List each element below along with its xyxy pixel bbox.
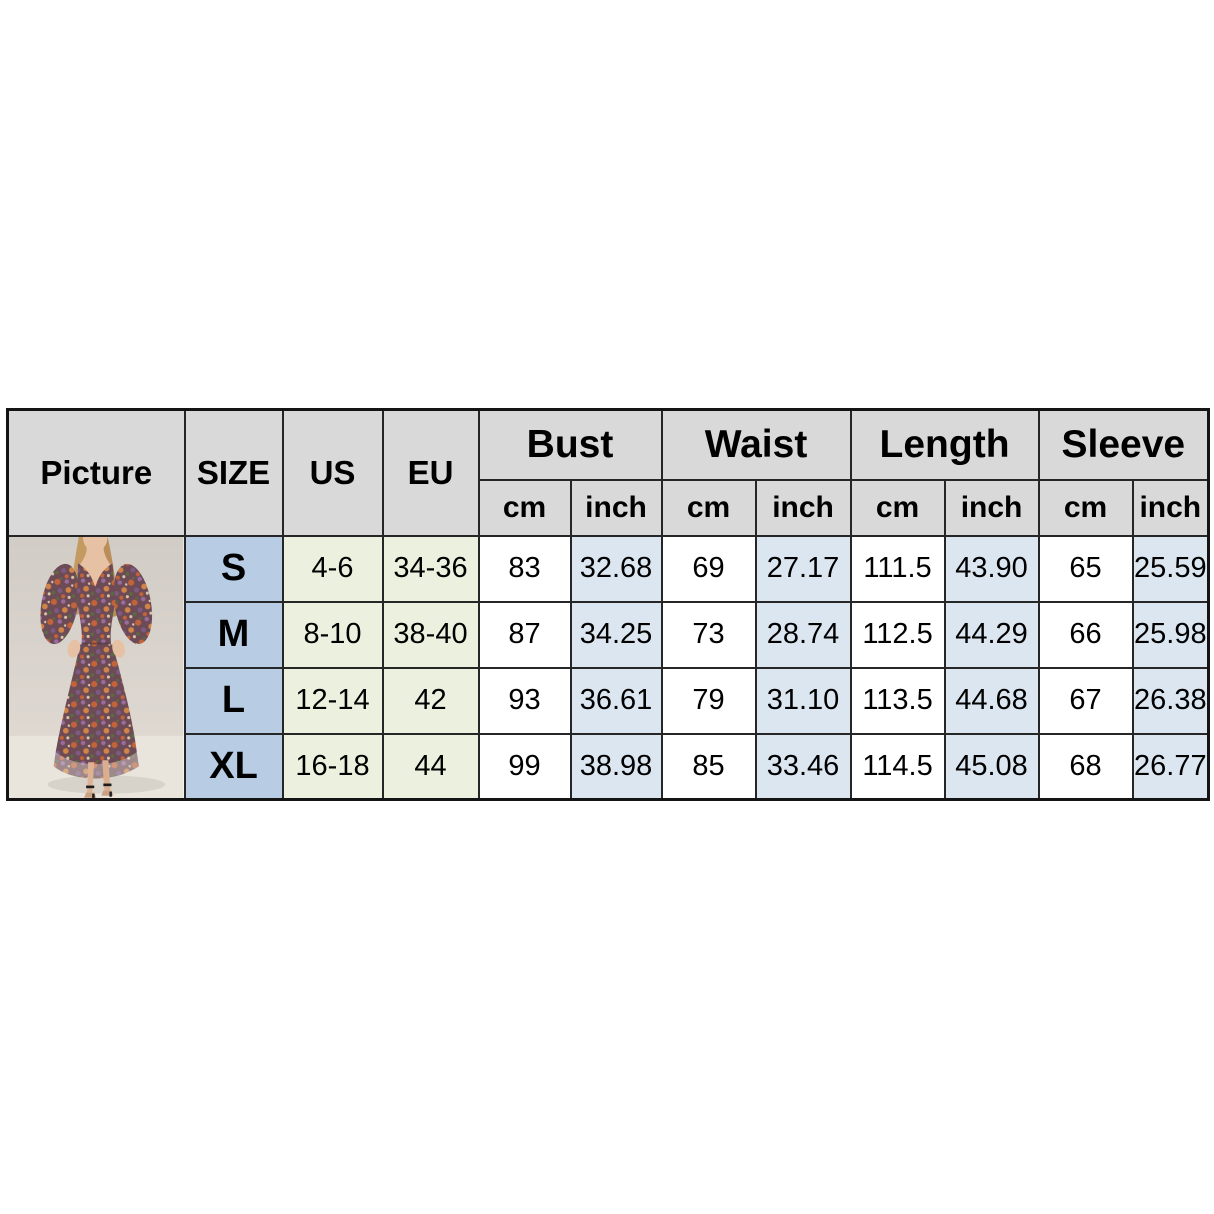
table-row-m: M 8-10 38-40 87 34.25 73 28.74 112.5 44.…	[8, 600, 1210, 669]
cell-size: M	[183, 600, 284, 669]
unit-header-sleeve-inch: inch	[1131, 478, 1210, 537]
cell-length-inch: 44.68	[943, 666, 1040, 735]
cell-us: 16-18	[281, 732, 384, 801]
table-body: S 4-6 34-36 83 32.68 69 27.17 111.5 43.9…	[6, 534, 1210, 801]
header-row-main: Picture SIZE US EU Bust Waist Length Sle…	[6, 408, 1210, 537]
cell-waist-cm: 79	[660, 666, 757, 735]
cell-eu: 42	[381, 666, 480, 735]
cell-bust-inch: 32.68	[569, 534, 663, 603]
unit-header-waist-inch: inch	[754, 478, 852, 537]
cell-bust-cm: 93	[477, 666, 572, 735]
cell-size: XL	[183, 732, 284, 801]
cell-sleeve-cm: 66	[1037, 600, 1134, 669]
cell-waist-inch: 33.46	[754, 732, 852, 801]
cell-sleeve-inch: 26.77	[1131, 732, 1210, 801]
cell-length-inch: 45.08	[943, 732, 1040, 801]
cell-sleeve-cm: 65	[1037, 534, 1134, 603]
cell-length-cm: 113.5	[849, 666, 946, 735]
column-group-waist: Waist	[660, 408, 852, 481]
cell-size: L	[183, 666, 284, 735]
model-legs	[84, 759, 114, 798]
table-row-s: S 4-6 34-36 83 32.68 69 27.17 111.5 43.9…	[6, 534, 1210, 801]
cell-waist-inch: 31.10	[754, 666, 852, 735]
cell-waist-cm: 69	[660, 534, 757, 603]
unit-header-bust-cm: cm	[477, 478, 572, 537]
header-row-units: cm inch cm inch cm inch cm inch	[8, 478, 1210, 537]
column-group-bust: Bust	[477, 408, 663, 481]
column-group-length: Length	[849, 408, 1040, 481]
cell-eu: 38-40	[381, 600, 480, 669]
cell-bust-cm: 99	[477, 732, 572, 801]
cell-bust-inch: 38.98	[569, 732, 663, 801]
cell-sleeve-inch: 25.98	[1131, 600, 1210, 669]
unit-header-length-inch: inch	[943, 478, 1040, 537]
product-photo-illustration	[9, 537, 183, 798]
cell-waist-cm: 73	[660, 600, 757, 669]
model-figure	[40, 537, 153, 798]
column-header-size: SIZE	[183, 408, 284, 537]
size-chart-table: Picture SIZE US EU Bust Waist Length Sle…	[6, 408, 1211, 802]
cell-waist-cm: 85	[660, 732, 757, 801]
unit-header-sleeve-cm: cm	[1037, 478, 1134, 537]
cell-sleeve-cm: 68	[1037, 732, 1134, 801]
unit-header-length-cm: cm	[849, 478, 946, 537]
cell-length-inch: 44.29	[943, 600, 1040, 669]
cell-length-cm: 112.5	[849, 600, 946, 669]
cell-eu: 34-36	[381, 534, 480, 603]
cell-waist-inch: 27.17	[754, 534, 852, 603]
cell-us: 12-14	[281, 666, 384, 735]
cell-bust-inch: 36.61	[569, 666, 663, 735]
table-row-l: L 12-14 42 93 36.61 79 31.10 113.5 44.68…	[8, 666, 1210, 735]
column-group-sleeve: Sleeve	[1037, 408, 1210, 481]
cell-length-cm: 111.5	[849, 534, 946, 603]
unit-header-waist-cm: cm	[660, 478, 757, 537]
cell-length-inch: 43.90	[943, 534, 1040, 603]
model-dress	[40, 562, 153, 778]
unit-header-bust-inch: inch	[569, 478, 663, 537]
cell-sleeve-cm: 67	[1037, 666, 1134, 735]
table-header: Picture SIZE US EU Bust Waist Length Sle…	[6, 408, 1210, 537]
column-header-picture: Picture	[6, 408, 186, 537]
cell-length-cm: 114.5	[849, 732, 946, 801]
column-header-eu: EU	[381, 408, 480, 537]
cell-bust-inch: 34.25	[569, 600, 663, 669]
cell-us: 8-10	[281, 600, 384, 669]
cell-size: S	[183, 534, 284, 603]
table-row-xl: XL 16-18 44 99 38.98 85 33.46 114.5 45.0…	[8, 732, 1210, 801]
column-header-us: US	[281, 408, 384, 537]
product-photo	[6, 534, 186, 801]
cell-bust-cm: 83	[477, 534, 572, 603]
cell-waist-inch: 28.74	[754, 600, 852, 669]
cell-us: 4-6	[281, 534, 384, 603]
cell-eu: 44	[381, 732, 480, 801]
cell-sleeve-inch: 26.38	[1131, 666, 1210, 735]
cell-sleeve-inch: 25.59	[1131, 534, 1210, 603]
cell-bust-cm: 87	[477, 600, 572, 669]
